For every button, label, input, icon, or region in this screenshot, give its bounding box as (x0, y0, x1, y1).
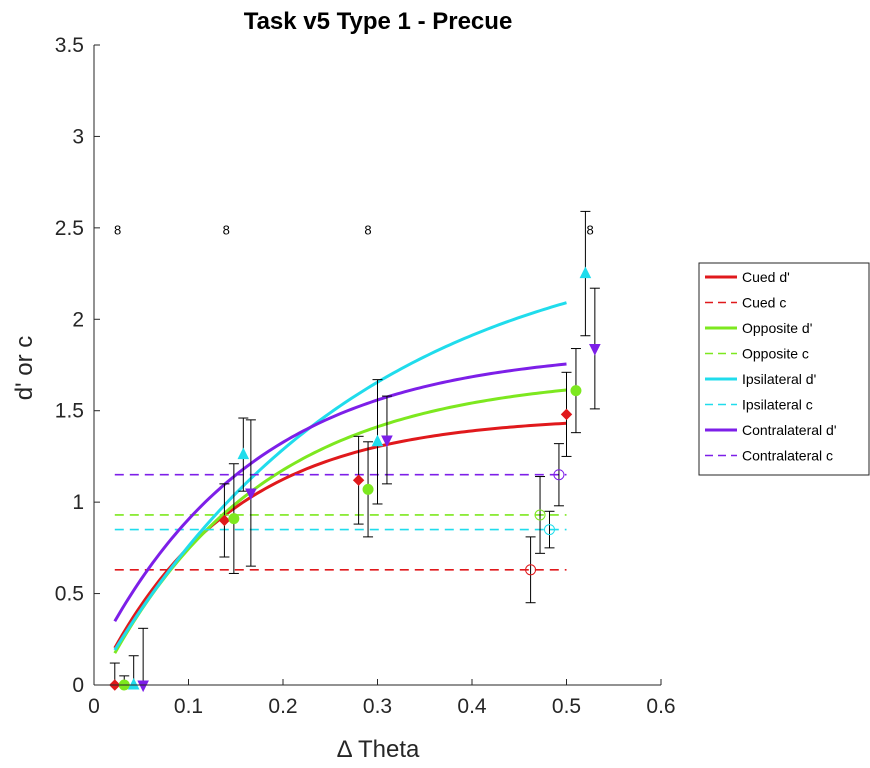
y-tick-label: 1 (72, 491, 84, 514)
data-point-4 (371, 434, 384, 447)
data-point-5 (543, 524, 555, 536)
y-tick-label: 3 (72, 125, 84, 148)
x-tick-label: 0.6 (646, 695, 675, 718)
data-point-2 (570, 385, 582, 397)
y-axis-label: d' or c (11, 336, 38, 401)
data-point-4 (579, 266, 592, 279)
y-tick-label: 1.5 (55, 400, 84, 423)
y-tick-label: 3.5 (55, 34, 84, 57)
axes: 0 0.1 0.2 0.3 0.4 0.5 0.6 0 0.5 1 1.5 2 2.5 3 3.5 (55, 34, 676, 718)
legend-label: Cued d' (742, 269, 790, 285)
chart-title: Task v5 Type 1 - Precue (244, 8, 513, 35)
data-point-4 (237, 447, 250, 460)
data-point-6 (381, 435, 393, 448)
data-point-6 (245, 488, 257, 501)
legend-label: Opposite c (742, 346, 809, 362)
x-tick-label: 0.3 (363, 695, 392, 718)
sample-count-label: 8 (114, 223, 121, 238)
x-axis-label: Δ Theta (337, 736, 420, 763)
data-point-7 (553, 469, 565, 481)
data-point-2 (228, 513, 240, 525)
x-tick-label: 0.2 (268, 695, 297, 718)
x-tick-label: 0 (88, 695, 100, 718)
data-point-0 (560, 408, 573, 421)
y-tick-label: 0.5 (55, 583, 84, 606)
fit-curve-4 (113, 301, 567, 651)
fit-curve-2 (113, 388, 567, 654)
data-point-6 (137, 680, 149, 693)
data-point-6 (589, 344, 601, 356)
fit-curve-0 (113, 421, 567, 649)
x-tick-label: 0.5 (552, 695, 581, 718)
legend-label: Cued c (742, 295, 786, 311)
x-tick-label: 0.1 (174, 695, 203, 718)
sample-count-label: 8 (364, 223, 371, 238)
legend-label: Ipsilateral c (742, 397, 813, 413)
data-point-0 (352, 474, 365, 486)
data-point-0 (218, 514, 231, 527)
data-point-1 (525, 564, 537, 576)
y-tick-label: 0 (72, 674, 84, 697)
data-point-4 (127, 677, 140, 690)
legend-label: Opposite d' (742, 320, 812, 336)
fit-curve-6 (113, 362, 567, 623)
legend-label: Contralateral c (742, 448, 833, 464)
legend-label: Contralateral d' (742, 422, 837, 438)
sample-count-label: 8 (223, 223, 230, 238)
x-tick-label: 0.4 (457, 695, 487, 718)
data-point-3 (534, 509, 546, 521)
data-layer: 8 8 8 8 (109, 210, 601, 693)
legend-label: Ipsilateral d' (742, 371, 816, 387)
legend-box (698, 262, 870, 476)
legend: Cued d' Cued c Opposite d' Opposite c Ipsila… (698, 262, 870, 476)
y-tick-label: 2.5 (55, 217, 84, 240)
y-tick-label: 2 (72, 308, 84, 331)
sample-count-label: 8 (587, 223, 594, 238)
data-point-2 (362, 483, 374, 495)
